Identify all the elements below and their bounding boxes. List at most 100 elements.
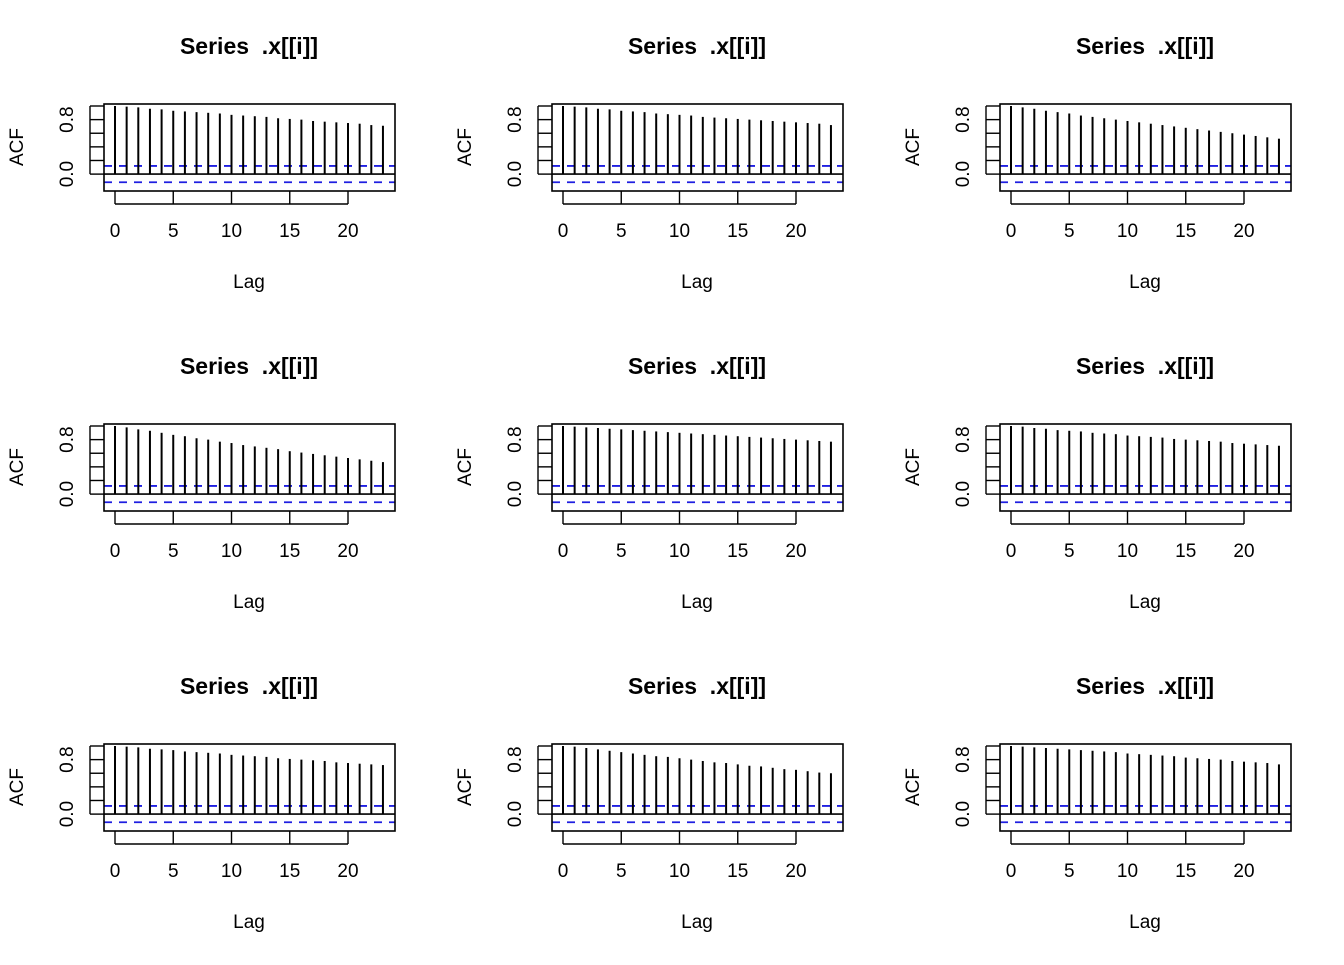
acf-panel-3: Series .x[[i]] 0.0 0.8 0 5 10 15 20 Lag ACF — [903, 33, 1292, 293]
chart-title: Series .x[[i]] — [180, 673, 318, 699]
y-tick-label: 0.0 — [953, 161, 974, 187]
x-tick-label: 20 — [337, 861, 358, 882]
x-tick-label: 10 — [669, 221, 690, 242]
y-axis-label: ACF — [7, 128, 28, 166]
x-tick-label: 0 — [558, 861, 569, 882]
y-tick-label: 0.8 — [505, 426, 526, 452]
y-tick-label: 0.0 — [505, 481, 526, 507]
plot-frame — [999, 423, 1292, 512]
x-tick-label: 15 — [279, 861, 300, 882]
y-axis-label: ACF — [7, 768, 28, 806]
x-tick-label: 5 — [168, 221, 179, 242]
y-tick-label: 0.8 — [953, 106, 974, 132]
x-tick-label: 15 — [279, 541, 300, 562]
x-tick-label: 0 — [1006, 861, 1017, 882]
x-tick-label: 20 — [1233, 541, 1254, 562]
y-axis-label: ACF — [455, 448, 476, 486]
x-tick-label: 10 — [221, 861, 242, 882]
y-tick-label: 0.8 — [505, 106, 526, 132]
chart-title: Series .x[[i]] — [628, 353, 766, 379]
plot-frame — [103, 103, 396, 192]
y-tick-label: 0.0 — [953, 801, 974, 827]
x-tick-label: 20 — [337, 541, 358, 562]
x-tick-label: 20 — [1233, 861, 1254, 882]
x-tick-label: 0 — [558, 221, 569, 242]
acf-panel-4: Series .x[[i]] 0.0 0.8 0 5 10 15 20 Lag ACF — [7, 353, 396, 613]
plot-frame — [551, 103, 844, 192]
x-tick-label: 0 — [110, 541, 121, 562]
chart-title: Series .x[[i]] — [180, 33, 318, 59]
x-tick-label: 0 — [1006, 221, 1017, 242]
y-tick-label: 0.0 — [505, 161, 526, 187]
y-axis-label: ACF — [455, 128, 476, 166]
plot-frame — [999, 103, 1292, 192]
chart-title: Series .x[[i]] — [1076, 353, 1214, 379]
x-tick-label: 10 — [221, 541, 242, 562]
plot-frame — [551, 423, 844, 512]
y-tick-label: 0.0 — [57, 161, 78, 187]
x-tick-label: 0 — [110, 221, 121, 242]
y-tick-label: 0.8 — [57, 106, 78, 132]
x-tick-label: 20 — [785, 861, 806, 882]
x-axis-label: Lag — [681, 912, 713, 933]
x-tick-label: 5 — [616, 861, 627, 882]
x-tick-label: 15 — [279, 221, 300, 242]
acf-panel-1: Series .x[[i]] 0.0 0.8 0 5 10 15 20 Lag ACF — [7, 33, 396, 293]
x-axis-label: Lag — [233, 272, 265, 293]
plot-frame — [999, 743, 1292, 832]
y-tick-label: 0.8 — [953, 426, 974, 452]
x-tick-label: 5 — [616, 221, 627, 242]
y-tick-label: 0.8 — [953, 746, 974, 772]
x-tick-label: 15 — [727, 541, 748, 562]
x-axis-label: Lag — [233, 592, 265, 613]
acf-panel-9: Series .x[[i]] 0.0 0.8 0 5 10 15 20 Lag ACF — [903, 673, 1292, 933]
x-tick-label: 10 — [221, 221, 242, 242]
x-tick-label: 10 — [1117, 861, 1138, 882]
acf-panel-8: Series .x[[i]] 0.0 0.8 0 5 10 15 20 Lag ACF — [455, 673, 844, 933]
x-tick-label: 20 — [785, 221, 806, 242]
y-tick-label: 0.8 — [505, 746, 526, 772]
x-tick-label: 10 — [1117, 541, 1138, 562]
x-tick-label: 20 — [785, 541, 806, 562]
chart-title: Series .x[[i]] — [1076, 33, 1214, 59]
x-tick-label: 10 — [669, 541, 690, 562]
x-tick-label: 5 — [1064, 221, 1075, 242]
chart-title: Series .x[[i]] — [628, 33, 766, 59]
y-tick-label: 0.0 — [57, 801, 78, 827]
x-tick-label: 5 — [168, 861, 179, 882]
y-tick-label: 0.8 — [57, 426, 78, 452]
x-axis-label: Lag — [233, 912, 265, 933]
x-axis-label: Lag — [681, 272, 713, 293]
y-axis-label: ACF — [903, 768, 924, 806]
x-tick-label: 0 — [558, 541, 569, 562]
chart-title: Series .x[[i]] — [628, 673, 766, 699]
x-axis-label: Lag — [681, 592, 713, 613]
x-tick-label: 15 — [1175, 861, 1196, 882]
x-tick-label: 5 — [616, 541, 627, 562]
x-tick-label: 5 — [1064, 861, 1075, 882]
y-tick-label: 0.0 — [953, 481, 974, 507]
x-tick-label: 0 — [1006, 541, 1017, 562]
x-tick-label: 15 — [727, 861, 748, 882]
x-tick-label: 20 — [1233, 221, 1254, 242]
x-axis-label: Lag — [1129, 912, 1161, 933]
y-axis-label: ACF — [903, 128, 924, 166]
y-tick-label: 0.0 — [505, 801, 526, 827]
plot-frame — [103, 423, 396, 512]
x-tick-label: 15 — [1175, 541, 1196, 562]
x-tick-label: 15 — [1175, 221, 1196, 242]
y-axis-label: ACF — [903, 448, 924, 486]
y-tick-label: 0.8 — [57, 746, 78, 772]
plot-frame — [551, 743, 844, 832]
plot-frame — [103, 743, 396, 832]
x-tick-label: 0 — [110, 861, 121, 882]
chart-title: Series .x[[i]] — [1076, 673, 1214, 699]
x-tick-label: 15 — [727, 221, 748, 242]
x-axis-label: Lag — [1129, 272, 1161, 293]
acf-panel-2: Series .x[[i]] 0.0 0.8 0 5 10 15 20 Lag ACF — [455, 33, 844, 293]
x-tick-label: 5 — [1064, 541, 1075, 562]
x-tick-label: 10 — [669, 861, 690, 882]
chart-title: Series .x[[i]] — [180, 353, 318, 379]
y-tick-label: 0.0 — [57, 481, 78, 507]
